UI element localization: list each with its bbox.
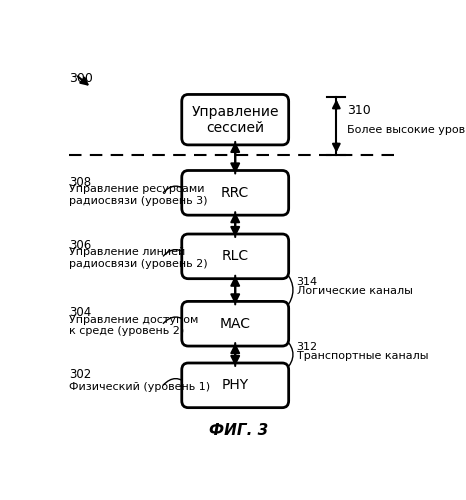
Text: Логические каналы: Логические каналы [297, 286, 412, 296]
Text: Более высокие уровни: Более высокие уровни [347, 125, 466, 135]
Text: 308: 308 [69, 176, 91, 188]
FancyBboxPatch shape [182, 234, 288, 278]
Text: MAC: MAC [219, 316, 251, 330]
Text: Управление ресурсами
радиосвязи (уровень 3): Управление ресурсами радиосвязи (уровень… [69, 184, 207, 206]
Text: 304: 304 [69, 306, 91, 320]
Text: ФИГ. 3: ФИГ. 3 [209, 423, 268, 438]
FancyBboxPatch shape [182, 170, 288, 215]
Text: 306: 306 [69, 239, 91, 252]
Text: 302: 302 [69, 368, 91, 381]
Text: 314: 314 [297, 277, 318, 287]
Text: 300: 300 [69, 72, 93, 86]
FancyBboxPatch shape [182, 302, 288, 346]
Text: Управление доступом
к среде (уровень 2): Управление доступом к среде (уровень 2) [69, 315, 199, 336]
Text: RLC: RLC [222, 250, 249, 264]
Text: Управление линией
радиосвязи (уровень 2): Управление линией радиосвязи (уровень 2) [69, 248, 208, 269]
Text: PHY: PHY [222, 378, 249, 392]
Text: 310: 310 [347, 104, 371, 117]
FancyBboxPatch shape [182, 94, 288, 145]
Text: RRC: RRC [221, 186, 249, 200]
Text: Физический (уровень 1): Физический (уровень 1) [69, 382, 210, 392]
Text: Транспортные каналы: Транспортные каналы [297, 350, 428, 360]
Text: 312: 312 [297, 342, 318, 352]
FancyBboxPatch shape [182, 363, 288, 408]
Text: Управление
сессией: Управление сессией [192, 104, 279, 135]
